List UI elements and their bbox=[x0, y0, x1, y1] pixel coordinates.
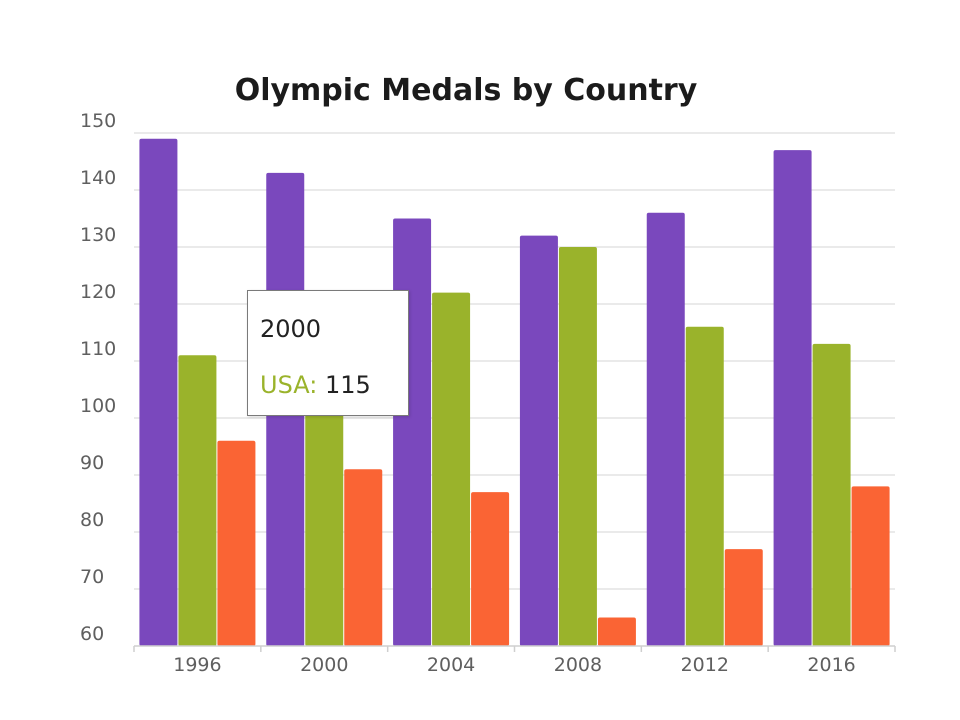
x-tick-label: 2012 bbox=[681, 654, 729, 676]
x-tick-label: 2008 bbox=[554, 654, 602, 676]
x-axis: 1996 2000 2004 2008 2012 2016 bbox=[133, 645, 896, 676]
bar-usa-2004[interactable] bbox=[432, 292, 471, 646]
bar-series-1-2008[interactable] bbox=[519, 235, 558, 646]
bar-series-3-2016[interactable] bbox=[851, 486, 890, 646]
y-tick-label: 90 bbox=[80, 452, 104, 474]
bars bbox=[139, 138, 890, 647]
bar-usa-2016[interactable] bbox=[812, 343, 851, 646]
bar-usa-2012[interactable] bbox=[685, 326, 724, 646]
x-tick-label: 1996 bbox=[173, 654, 221, 676]
y-tick-label: 150 bbox=[80, 110, 116, 132]
x-tick-label: 2000 bbox=[300, 654, 348, 676]
bar-series-1-2004[interactable] bbox=[393, 218, 432, 647]
tooltip-value: 115 bbox=[324, 371, 371, 399]
chart-tooltip: 2000 USA: 115 bbox=[247, 290, 409, 416]
chart-title: Olympic Medals by Country bbox=[235, 73, 698, 108]
y-tick-label: 80 bbox=[80, 509, 104, 531]
tooltip-row: USA: 115 bbox=[260, 371, 371, 399]
y-axis-ticks: 60 70 80 90 100 110 120 130 140 150 bbox=[80, 110, 116, 645]
y-tick-label: 130 bbox=[80, 224, 116, 246]
y-tick-label: 140 bbox=[80, 167, 116, 189]
bar-usa-1996[interactable] bbox=[178, 355, 217, 646]
y-tick-label: 110 bbox=[80, 338, 116, 360]
y-tick-label: 100 bbox=[80, 395, 116, 417]
bar-series-3-2000[interactable] bbox=[344, 469, 383, 646]
bar-series-3-2008[interactable] bbox=[597, 617, 636, 647]
bar-series-3-2012[interactable] bbox=[724, 549, 763, 646]
bar-series-1-2012[interactable] bbox=[646, 212, 685, 647]
x-tick-label: 2016 bbox=[807, 654, 855, 676]
bar-series-1-1996[interactable] bbox=[139, 138, 178, 646]
y-tick-label: 60 bbox=[80, 623, 104, 645]
bar-usa-2008[interactable] bbox=[558, 247, 597, 646]
bar-series-1-2016[interactable] bbox=[773, 150, 812, 646]
bar-series-3-2004[interactable] bbox=[471, 492, 510, 646]
tooltip-series-label: USA: bbox=[260, 371, 318, 399]
x-tick-label: 2004 bbox=[427, 654, 475, 676]
tooltip-title: 2000 bbox=[260, 315, 322, 343]
y-tick-label: 120 bbox=[80, 281, 116, 303]
bar-series-3-1996[interactable] bbox=[217, 440, 256, 646]
y-tick-label: 70 bbox=[80, 566, 104, 588]
